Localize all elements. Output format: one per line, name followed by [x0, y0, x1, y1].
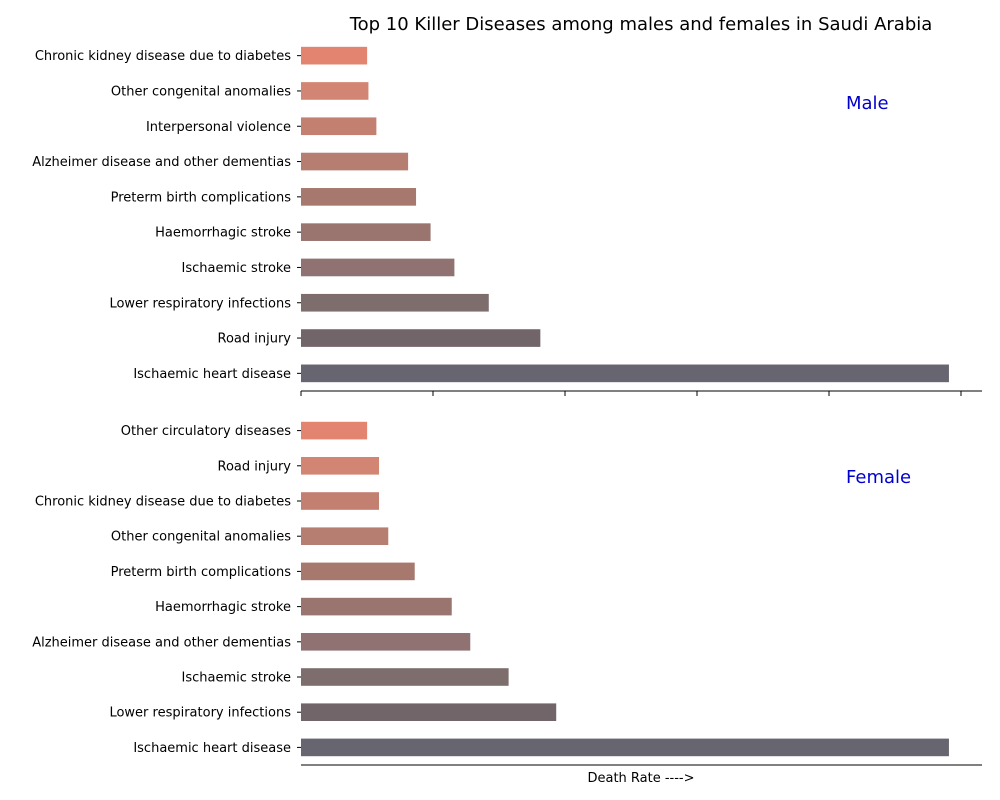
female-panel: Ischaemic heart disease Lower respiratory…: [32, 421, 982, 766]
bar: [301, 421, 368, 440]
y-tick-label: Interpersonal violence: [146, 120, 291, 135]
y-tick-label: Alzheimer disease and other dementias: [32, 635, 291, 650]
y-tick-label: Haemorrhagic stroke: [155, 600, 291, 615]
y-tick-label: Ischaemic heart disease: [133, 741, 291, 756]
y-tick-label: Preterm birth complications: [111, 565, 292, 580]
y-tick-label: Lower respiratory infections: [109, 296, 291, 311]
bar: [301, 46, 368, 65]
bar: [301, 258, 455, 277]
bar: [301, 457, 380, 475]
y-tick-label: Lower respiratory infections: [109, 706, 291, 721]
bar: [301, 117, 377, 136]
y-tick-label: Other congenital anomalies: [111, 530, 291, 545]
y-tick-label: Chronic kidney disease due to diabetes: [35, 49, 291, 64]
bar: [301, 668, 509, 686]
x-axis-label: Death Rate ---->: [587, 771, 694, 786]
bar: [301, 738, 949, 757]
bar: [301, 188, 417, 206]
bar: [301, 329, 541, 347]
y-tick-label: Road injury: [218, 459, 292, 474]
bar: [301, 562, 415, 581]
bar: [301, 152, 409, 171]
bar: [301, 527, 389, 545]
panel-label: Male: [846, 93, 889, 114]
y-tick-label: Other circulatory diseases: [121, 424, 291, 439]
chart-title: Top 10 Killer Diseases among males and f…: [349, 14, 933, 35]
bar: [301, 82, 369, 100]
y-tick-label: Other congenital anomalies: [111, 84, 291, 99]
y-tick-label: Road injury: [218, 332, 292, 347]
panel-label: Female: [846, 467, 911, 488]
y-tick-label: Ischaemic heart disease: [133, 367, 291, 382]
bar: [301, 703, 557, 721]
bar: [301, 223, 431, 241]
bar: [301, 633, 471, 651]
bar: [301, 492, 380, 510]
y-tick-label: Alzheimer disease and other dementias: [32, 155, 291, 170]
bar: [301, 597, 452, 616]
y-tick-label: Chronic kidney disease due to diabetes: [35, 495, 291, 510]
bar: [301, 364, 949, 383]
y-tick-label: Preterm birth complications: [111, 190, 292, 205]
male-panel: Ischaemic heart disease Road injury Lower …: [32, 46, 982, 396]
bar: [301, 293, 489, 312]
y-tick-label: Ischaemic stroke: [182, 671, 291, 686]
y-tick-label: Haemorrhagic stroke: [155, 226, 291, 241]
y-tick-label: Ischaemic stroke: [182, 261, 291, 276]
